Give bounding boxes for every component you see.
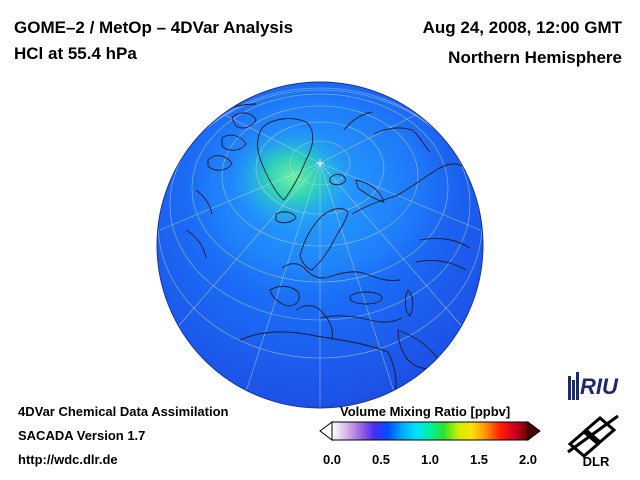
colorbar-tick-label: 2.0 (518, 452, 538, 467)
dlr-logo: DLR (567, 414, 619, 468)
colorbar-high-arrow (527, 421, 541, 441)
footer-version: SACADA Version 1.7 (18, 428, 146, 443)
coastlines (185, 103, 471, 401)
north-pole-marker (316, 159, 324, 167)
colorbar-gradient (331, 421, 529, 441)
colorbar-tick-label: 0.5 (371, 452, 391, 467)
colorbar-low-arrow (319, 421, 333, 441)
riu-logo: RIU (568, 372, 619, 400)
riu-logo-text: RIU (580, 374, 619, 399)
map-title: GOME–2 / MetOp – 4DVar Analysis (14, 18, 294, 37)
colorbar-tick-label: 1.5 (469, 452, 489, 467)
map-subtitle: HCl at 55.4 hPa (14, 44, 137, 63)
high-hcl-region (230, 126, 354, 230)
map-region: Northern Hemisphere (448, 48, 622, 67)
footer-url: http://wdc.dlr.de (18, 452, 118, 467)
colorbar-tick-label: 1.0 (420, 452, 440, 467)
colorbar (319, 421, 541, 441)
footer-assimilation: 4DVar Chemical Data Assimilation (18, 404, 229, 419)
map-date: Aug 24, 2008, 12:00 GMT (422, 18, 622, 37)
colorbar-title: Volume Mixing Ratio [ppbv] (340, 404, 511, 419)
dlr-logo-text: DLR (583, 454, 610, 468)
graticule (157, 87, 483, 408)
colorbar-tick-label: 0.0 (322, 452, 342, 467)
